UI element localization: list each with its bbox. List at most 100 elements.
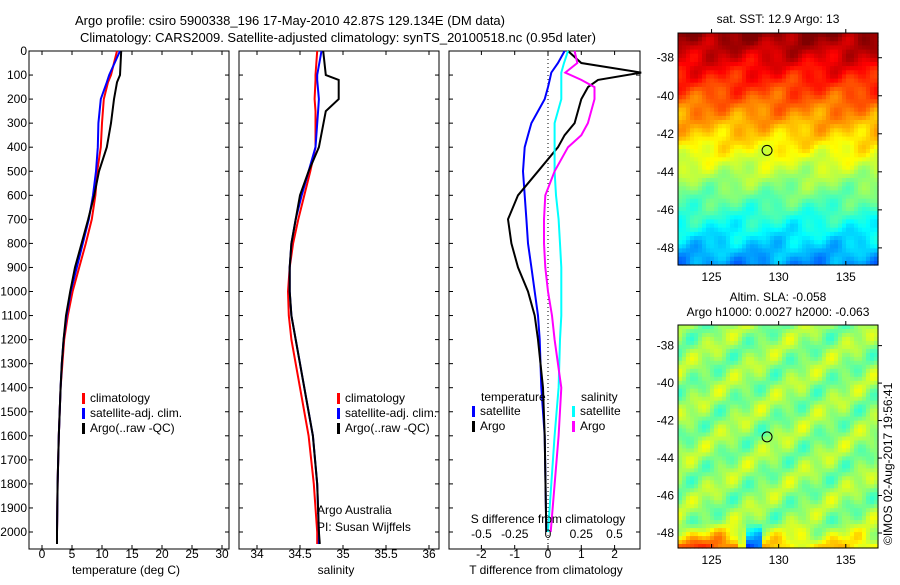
depth-tick-label: 1900 — [0, 501, 27, 515]
legend-heading: salinity — [581, 390, 618, 404]
x-tick-label: 25 — [185, 547, 199, 561]
x-tick-label: 15 — [125, 547, 139, 561]
sla-map-title-2: Argo h1000: 0.0027 h2000: -0.063 — [687, 305, 870, 319]
s-diff-tick-label: 0.25 — [570, 527, 594, 541]
legend-swatch — [572, 421, 575, 432]
lat-tick-label: -48 — [657, 241, 675, 255]
temperature-profile-climatology — [57, 51, 117, 544]
x-tick-label: 36 — [422, 547, 436, 561]
lat-tick-label: -46 — [657, 203, 675, 217]
x-tick-label: 0 — [545, 547, 552, 561]
legend-label: satellite-adj. clim. — [345, 406, 437, 420]
credit-line: PI: Susan Wijffels — [317, 520, 411, 534]
x-tick-label: 2 — [611, 547, 618, 561]
legend-label: satellite-adj. clim. — [90, 406, 182, 420]
x-tick-label: 10 — [95, 547, 109, 561]
temperature-profile-argo — [57, 51, 121, 544]
lon-tick-label: 135 — [836, 270, 856, 284]
lat-tick-label: -38 — [657, 339, 675, 353]
depth-tick-label: 1200 — [0, 333, 27, 347]
depth-tick-label: 900 — [7, 260, 27, 274]
x-tick-label: 35 — [336, 547, 350, 561]
legend-label: Argo — [480, 419, 506, 433]
x-tick-label: 20 — [155, 547, 169, 561]
x-tick-label: 35.5 — [374, 547, 398, 561]
legend-label: climatology — [90, 391, 150, 405]
depth-tick-label: 1500 — [0, 405, 27, 419]
lat-tick-label: -44 — [657, 165, 675, 179]
depth-tick-label: 600 — [7, 188, 27, 202]
difference-profile-s-satellite — [548, 51, 568, 532]
depth-tick-label: 1300 — [0, 357, 27, 371]
difference-profile-t-satellite — [523, 51, 565, 532]
s-diff-tick-label: -0.25 — [501, 527, 529, 541]
lat-tick-label: -42 — [657, 127, 675, 141]
legend-swatch — [472, 421, 475, 432]
depth-tick-label: 300 — [7, 116, 27, 130]
lat-tick-label: -42 — [657, 414, 675, 428]
difference-profile-t-argo — [508, 51, 641, 532]
depth-tick-label: 400 — [7, 140, 27, 154]
x-tick-label: 34 — [250, 547, 264, 561]
lon-tick-label: 130 — [769, 270, 789, 284]
x-tick-label: 0 — [39, 547, 46, 561]
difference-profile-s-argo — [544, 51, 595, 532]
legend-label: satellite — [580, 404, 621, 418]
legend-heading: temperature — [481, 390, 546, 404]
depth-tick-label: 1600 — [0, 429, 27, 443]
lat-tick-label: -44 — [657, 451, 675, 465]
legend-swatch — [337, 423, 340, 434]
x-axis-label: salinity — [318, 563, 355, 577]
legend-swatch — [82, 393, 85, 404]
legend-label: satellite — [480, 404, 521, 418]
x-tick-label: 5 — [69, 547, 76, 561]
legend-swatch — [82, 423, 85, 434]
lon-tick-label: 125 — [702, 270, 722, 284]
depth-tick-label: 1100 — [1, 309, 27, 323]
lon-tick-label: 130 — [769, 553, 789, 567]
lat-tick-label: -38 — [657, 51, 675, 65]
depth-tick-label: 1800 — [0, 477, 27, 491]
legend-label: Argo — [580, 419, 606, 433]
legend-swatch — [472, 406, 475, 417]
depth-tick-label: 100 — [7, 68, 27, 82]
legend-swatch — [337, 393, 340, 404]
s-diff-tick-label: 0.5 — [606, 527, 623, 541]
axes-frame — [239, 51, 439, 549]
x-tick-label: -1 — [509, 547, 520, 561]
legend-label: Argo(..raw -QC) — [345, 421, 430, 435]
x-tick-label: 30 — [215, 547, 229, 561]
legend-swatch — [82, 408, 85, 419]
legend-swatch — [337, 408, 340, 419]
depth-tick-label: 1000 — [0, 285, 27, 299]
x-axis-label: T difference from climatology — [469, 563, 623, 577]
salinity-profile-argo — [290, 51, 339, 544]
sla-map-title-1: Altim. SLA: -0.058 — [730, 290, 827, 304]
x-axis-label: temperature (deg C) — [72, 563, 180, 577]
depth-tick-label: 500 — [7, 164, 27, 178]
depth-tick-label: 800 — [7, 236, 27, 250]
depth-tick-label: 1700 — [0, 453, 27, 467]
lat-tick-label: -40 — [657, 376, 675, 390]
credit-line: Argo Australia — [317, 503, 392, 517]
lon-tick-label: 125 — [702, 553, 722, 567]
depth-tick-label: 0 — [20, 44, 27, 58]
x-tick-label: 34.5 — [288, 547, 312, 561]
axes-frame — [29, 51, 229, 549]
depth-tick-label: 2000 — [0, 525, 27, 539]
lat-tick-label: -40 — [657, 89, 675, 103]
legend-label: Argo(..raw -QC) — [90, 421, 175, 435]
lon-tick-label: 135 — [836, 553, 856, 567]
sst-map-title: sat. SST: 12.9 Argo: 13 — [717, 12, 840, 26]
s-diff-axis-label: S difference from climatology — [471, 512, 626, 526]
x-tick-label: 1 — [578, 547, 585, 561]
figure-title-line1: Argo profile: csiro 5900338_196 17-May-2… — [75, 13, 505, 28]
legend-swatch — [572, 406, 575, 417]
depth-tick-label: 1400 — [0, 381, 27, 395]
salinity-profile-climatology — [288, 51, 317, 544]
x-tick-label: -2 — [476, 547, 487, 561]
sst-map — [678, 33, 879, 266]
depth-tick-label: 700 — [7, 212, 27, 226]
sla-map — [678, 325, 879, 549]
